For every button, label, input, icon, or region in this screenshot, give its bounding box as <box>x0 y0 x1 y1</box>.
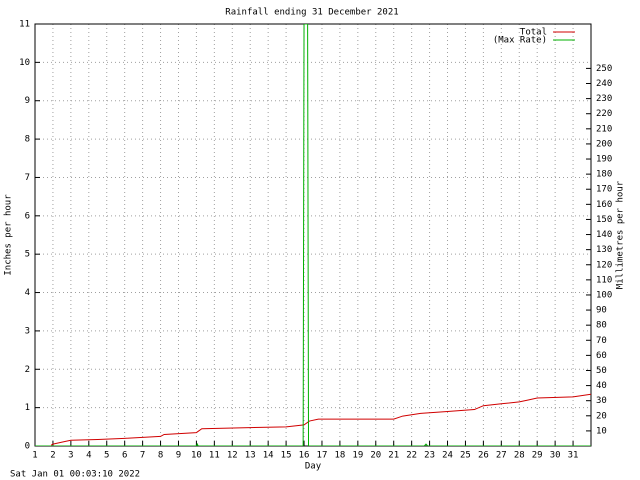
y-tick-label: 2 <box>25 365 30 375</box>
y2-tick-label: 250 <box>596 64 612 74</box>
y-tick-label: 6 <box>25 211 30 221</box>
y2-tick-label: 20 <box>596 411 607 421</box>
y2-tick-label: 70 <box>596 336 607 346</box>
footer-timestamp: Sat Jan 01 00:03:10 2022 <box>10 470 140 480</box>
y-tick-label: 8 <box>25 135 30 145</box>
y-tick-label: 1 <box>25 403 30 413</box>
x-tick-label: 20 <box>370 451 381 461</box>
y2-tick-label: 150 <box>596 215 612 225</box>
y2-tick-label: 60 <box>596 351 607 361</box>
x-tick-label: 21 <box>388 451 399 461</box>
x-tick-label: 24 <box>442 451 453 461</box>
x-tick-label: 12 <box>227 451 238 461</box>
y-axis-label: Inches per hour <box>4 194 14 276</box>
x-tick-label: 9 <box>176 451 181 461</box>
x-tick-label: 6 <box>122 451 127 461</box>
y2-tick-label: 130 <box>596 245 612 255</box>
x-tick-label: 23 <box>424 451 435 461</box>
x-tick-label: 13 <box>245 451 256 461</box>
x-tick-label: 3 <box>68 451 73 461</box>
y-tick-label: 10 <box>19 58 30 68</box>
y-tick-label: 4 <box>25 288 30 298</box>
x-tick-label: 16 <box>299 451 310 461</box>
y2-tick-label: 180 <box>596 170 612 180</box>
y2-tick-label: 40 <box>596 381 607 391</box>
y2-tick-label: 50 <box>596 366 607 376</box>
x-axis-label: Day <box>305 462 322 472</box>
x-tick-label: 8 <box>158 451 163 461</box>
y2-tick-label: 230 <box>596 94 612 104</box>
y-tick-label: 3 <box>25 326 30 336</box>
x-tick-label: 5 <box>104 451 109 461</box>
x-tick-label: 14 <box>263 451 274 461</box>
chart-title: Rainfall ending 31 December 2021 <box>225 8 398 18</box>
x-tick-label: 28 <box>514 451 525 461</box>
x-tick-label: 7 <box>140 451 145 461</box>
x-tick-label: 2 <box>50 451 55 461</box>
x-tick-label: 18 <box>334 451 345 461</box>
y2-tick-label: 120 <box>596 260 612 270</box>
y2-tick-label: 200 <box>596 139 612 149</box>
x-tick-label: 27 <box>496 451 507 461</box>
x-tick-label: 19 <box>352 451 363 461</box>
y2-tick-label: 210 <box>596 124 612 134</box>
x-tick-label: 30 <box>550 451 561 461</box>
data-line <box>50 393 591 446</box>
x-tick-label: 31 <box>568 451 579 461</box>
x-tick-label: 17 <box>317 451 328 461</box>
x-tick-label: 1 <box>32 451 37 461</box>
x-tick-label: 4 <box>86 451 91 461</box>
y2-axis-label: Millimetres per hour <box>616 180 626 289</box>
legend-label: (Max Rate) <box>493 36 547 46</box>
x-tick-label: 29 <box>532 451 543 461</box>
y2-tick-label: 90 <box>596 306 607 316</box>
y2-tick-label: 80 <box>596 321 607 331</box>
y-tick-label: 7 <box>25 173 30 183</box>
y2-tick-label: 30 <box>596 396 607 406</box>
x-tick-label: 26 <box>478 451 489 461</box>
y2-tick-label: 240 <box>596 79 612 89</box>
y2-tick-label: 220 <box>596 109 612 119</box>
y2-tick-label: 170 <box>596 185 612 195</box>
y-tick-label: 5 <box>25 250 30 260</box>
y-tick-label: 9 <box>25 96 30 106</box>
x-tick-label: 11 <box>209 451 220 461</box>
y2-tick-label: 140 <box>596 230 612 240</box>
x-tick-label: 10 <box>191 451 202 461</box>
x-tick-label: 25 <box>460 451 471 461</box>
y-tick-label: 11 <box>19 20 30 30</box>
x-tick-label: 15 <box>281 451 292 461</box>
data-line <box>35 24 591 446</box>
x-tick-label: 22 <box>406 451 417 461</box>
y2-tick-label: 110 <box>596 275 612 285</box>
y2-tick-label: 190 <box>596 155 612 165</box>
y2-tick-label: 10 <box>596 426 607 436</box>
legend-label: Total <box>520 28 547 38</box>
y2-tick-label: 100 <box>596 290 612 300</box>
y2-tick-label: 160 <box>596 200 612 210</box>
y-tick-label: 0 <box>25 442 30 452</box>
